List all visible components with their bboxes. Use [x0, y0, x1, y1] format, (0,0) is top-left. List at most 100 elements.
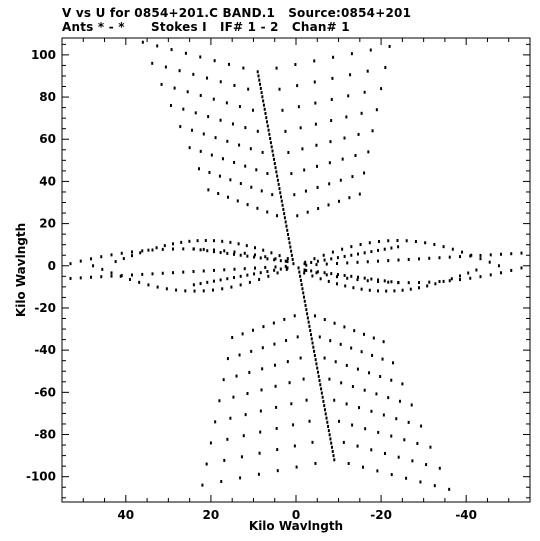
- data-point: [254, 246, 257, 250]
- data-point: [79, 259, 82, 263]
- data-point: [356, 275, 359, 279]
- data-point: [416, 441, 419, 445]
- data-point: [303, 299, 306, 303]
- data-point: [387, 280, 390, 284]
- data-point: [392, 361, 395, 365]
- data-point: [248, 370, 251, 374]
- data-point: [345, 402, 348, 406]
- data-point: [155, 246, 158, 250]
- data-point: [329, 437, 332, 441]
- data-point: [276, 178, 279, 182]
- data-point: [380, 87, 383, 91]
- data-point: [79, 276, 82, 280]
- data-point: [387, 259, 390, 263]
- data-point: [147, 283, 150, 287]
- data-point: [353, 329, 356, 333]
- data-point: [209, 441, 212, 445]
- data-point: [276, 448, 279, 452]
- data-point: [281, 108, 284, 112]
- data-point: [307, 320, 310, 324]
- data-point: [259, 271, 262, 275]
- data-point: [271, 149, 274, 153]
- data-point: [335, 282, 338, 286]
- data-point: [520, 251, 523, 255]
- data-point: [274, 384, 277, 388]
- data-point: [377, 430, 380, 434]
- data-point: [235, 374, 238, 378]
- data-point: [253, 255, 256, 259]
- data-point: [299, 126, 302, 130]
- data-point: [251, 108, 254, 112]
- data-point: [310, 260, 313, 264]
- data-point: [417, 257, 420, 261]
- data-point: [308, 419, 311, 423]
- data-point: [290, 172, 293, 176]
- data-point: [250, 185, 253, 189]
- data-point: [261, 95, 264, 99]
- data-point: [397, 455, 400, 459]
- data-point: [315, 271, 318, 275]
- data-point: [448, 279, 451, 283]
- data-point: [226, 357, 229, 361]
- data-point: [207, 115, 210, 119]
- data-point: [417, 281, 420, 285]
- data-point: [233, 160, 236, 164]
- data-point: [319, 383, 322, 387]
- data-point: [205, 462, 208, 466]
- data-point: [378, 239, 381, 243]
- data-point: [298, 270, 301, 274]
- data-point: [229, 240, 232, 244]
- data-point: [316, 366, 319, 370]
- data-point: [314, 122, 317, 126]
- data-point: [232, 395, 235, 399]
- data-point: [138, 280, 141, 284]
- data-point: [301, 287, 304, 291]
- data-point: [243, 267, 246, 271]
- data-point: [286, 257, 289, 261]
- data-point: [450, 277, 453, 281]
- data-point: [192, 270, 195, 274]
- data-point: [206, 280, 209, 284]
- data-point: [267, 128, 270, 132]
- data-point: [161, 247, 164, 251]
- data-point: [289, 245, 292, 249]
- data-point: [363, 332, 366, 336]
- data-point: [233, 267, 236, 271]
- data-point: [499, 271, 502, 275]
- data-point: [175, 288, 178, 292]
- data-point: [120, 274, 123, 278]
- data-point: [363, 251, 366, 255]
- data-point: [202, 269, 205, 273]
- data-point: [368, 371, 371, 375]
- x-tick-label: 20: [203, 508, 220, 522]
- data-point: [246, 273, 249, 277]
- data-point: [383, 451, 386, 455]
- data-point: [363, 90, 366, 94]
- data-point: [397, 281, 400, 285]
- data-point: [221, 157, 224, 161]
- data-point: [323, 271, 326, 275]
- data-point: [297, 266, 300, 270]
- data-point: [214, 136, 217, 140]
- data-point: [266, 120, 269, 124]
- data-point: [283, 216, 286, 220]
- data-point: [350, 52, 353, 56]
- data-point: [173, 86, 176, 90]
- data-point: [202, 132, 205, 136]
- data-point: [261, 367, 264, 371]
- data-point: [263, 107, 266, 111]
- data-point: [223, 268, 226, 272]
- data-point: [342, 440, 345, 444]
- data-point: [338, 419, 341, 423]
- data-point: [287, 232, 290, 236]
- data-point: [323, 408, 326, 412]
- data-point: [336, 273, 339, 277]
- data-point: [479, 275, 482, 279]
- data-point: [309, 328, 312, 332]
- data-point: [273, 258, 276, 262]
- data-point: [343, 136, 346, 140]
- data-point: [279, 267, 282, 271]
- data-point: [362, 465, 365, 469]
- data-point: [218, 399, 221, 403]
- data-point: [131, 273, 134, 277]
